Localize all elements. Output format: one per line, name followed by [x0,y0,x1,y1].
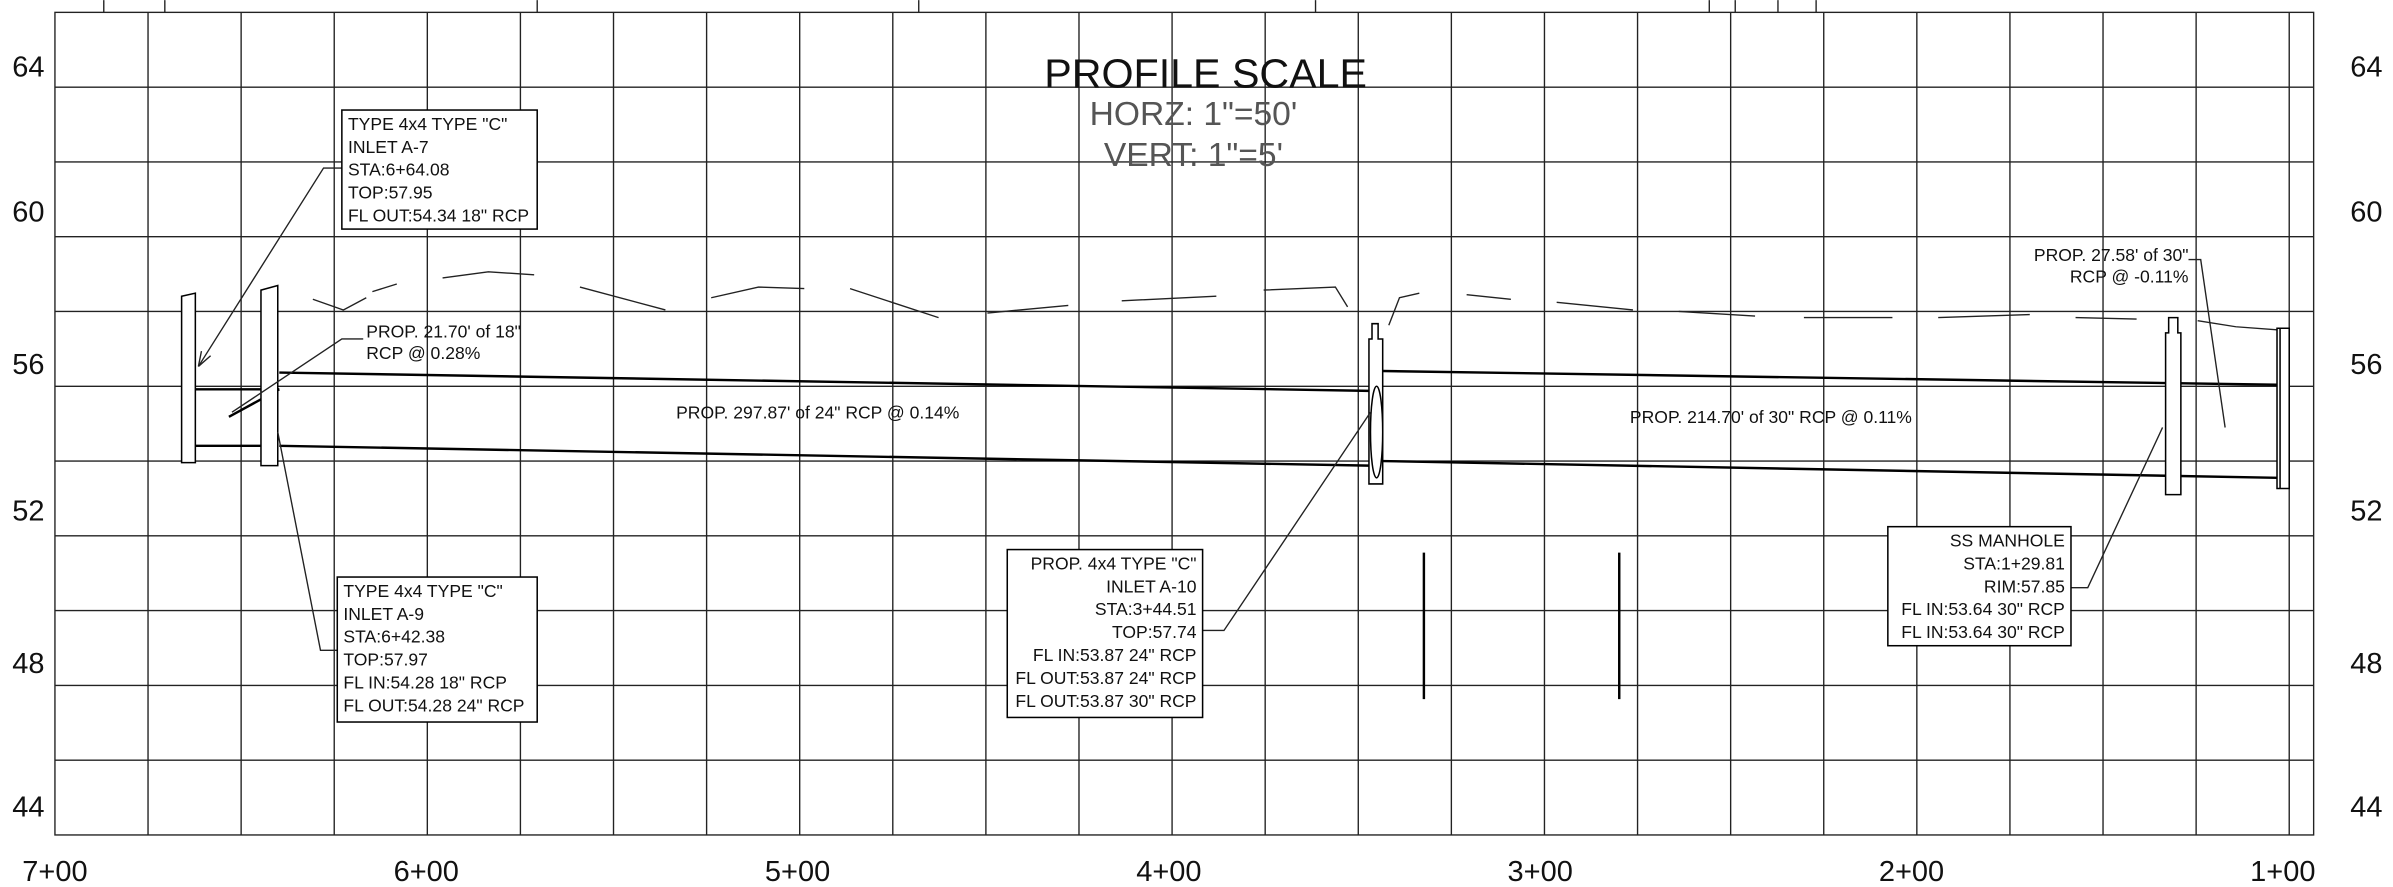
pipe-label: PROP. 27.58' of 30" [2034,245,2189,265]
callout-box [1887,525,2072,647]
elevation-left: 52 [12,496,44,528]
top-stubs [103,0,1817,13]
station-label: 1+00 [2250,856,2315,887]
elevation-right: 44 [2350,792,2382,824]
station-label: 7+00 [22,856,87,887]
elevation-left: 48 [12,648,44,680]
elevation-left: 44 [12,792,44,824]
station-label: 6+00 [394,856,459,887]
callout-line: STA:6+42.38 [343,627,445,647]
callout-line: INLET A-9 [343,604,424,624]
elevation-left: 60 [12,196,44,228]
pipe-label: RCP @ -0.11% [2070,267,2189,287]
title: PROFILE SCALE [1044,50,1367,96]
callout-line: TOP:57.95 [348,183,433,203]
callout-line: PROP. 4x4 TYPE "C" [1031,553,1197,573]
frame [54,11,2315,836]
elevation-left: 64 [12,51,44,83]
callout-line: STA:3+44.51 [1095,599,1197,619]
pipe-label: PROP. 21.70' of 18" [366,321,521,341]
marker-lines [1422,552,1621,700]
pipe-label: PROP. 297.87' of 24" RCP @ 0.14% [676,402,959,422]
callout-box [341,109,538,230]
station-label: 5+00 [765,856,830,887]
leaders [197,167,2226,651]
callout-box [336,576,538,723]
station-label: 4+00 [1136,856,1201,887]
elevation-right: 56 [2350,349,2382,381]
callout-line: FL IN:53.87 24" RCP [1033,645,1197,665]
scale-vert: VERT: 1"=5' [1104,137,1283,174]
callout-line: FL OUT:54.28 24" RCP [343,695,524,715]
elevation-right: 64 [2350,51,2382,83]
callout-line: SS MANHOLE [1950,531,2065,551]
callout-line: STA:6+64.08 [348,160,450,180]
scale-horz: HORZ: 1"=50' [1090,96,1298,133]
callout-line: FL IN:53.64 30" RCP [1901,599,2065,619]
structures [180,284,2290,496]
callout-line: TYPE 4x4 TYPE "C" [343,581,502,601]
callout-line: INLET A-7 [348,137,429,157]
station-label: 3+00 [1508,856,1573,887]
callout-line: INLET A-10 [1106,576,1197,596]
pipes [195,369,2278,480]
callout-line: FL IN:53.64 30" RCP [1901,622,2065,642]
station-label: 2+00 [1879,856,1944,887]
elevation-left: 56 [12,349,44,381]
callout-line: STA:1+29.81 [1963,553,2065,573]
callout-line: FL OUT:53.87 30" RCP [1015,691,1196,711]
callout-line: FL OUT:54.34 18" RCP [348,206,529,226]
elevation-right: 60 [2350,196,2382,228]
callout-line: FL IN:54.28 18" RCP [343,673,507,693]
callout-line: TOP:57.97 [343,650,428,670]
elevation-right: 52 [2350,496,2382,528]
callout-line: TOP:57.74 [1112,622,1197,642]
pipe-label: PROP. 214.70' of 30" RCP @ 0.11% [1630,407,1912,427]
callout-box [1006,548,1204,719]
elevation-right: 48 [2350,648,2382,680]
callout-line: RIM:57.85 [1984,576,2065,596]
callout-line: FL OUT:53.87 24" RCP [1015,668,1196,688]
ground-line [312,271,2278,331]
labels: 64 60 56 52 48 44 64 60 56 52 48 44 7+00 6+00 5+00 4+00… [12,50,2382,887]
callout-line: TYPE 4x4 TYPE "C" [348,114,507,134]
pipe-label: RCP @ 0.28% [366,343,480,363]
